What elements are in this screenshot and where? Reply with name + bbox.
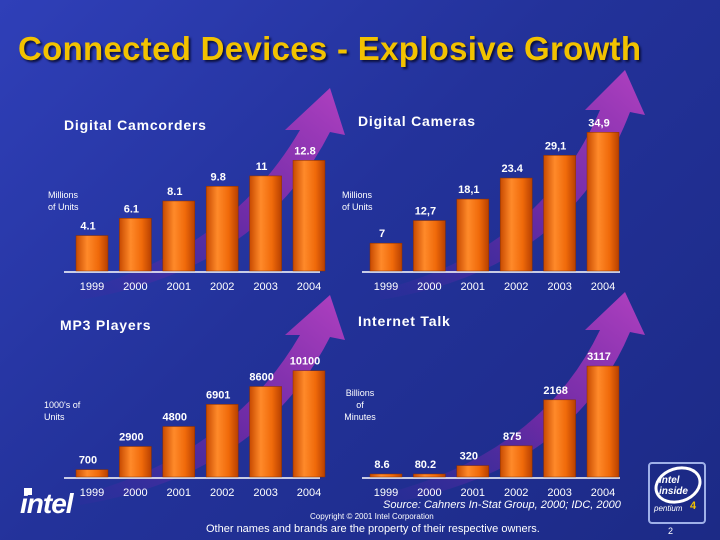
bar bbox=[76, 236, 108, 271]
value-label: 6.1 bbox=[124, 203, 139, 215]
value-label: 12,7 bbox=[415, 206, 436, 218]
bar bbox=[544, 155, 576, 271]
x-tick-label: 2004 bbox=[591, 487, 615, 499]
x-tick-label: 2004 bbox=[591, 281, 615, 293]
x-tick-label: 2001 bbox=[167, 281, 191, 293]
bar bbox=[457, 199, 489, 271]
copyright-note: Copyright © 2001 Intel Corporation bbox=[310, 512, 434, 521]
intel-inside-badge: intel inside pentium 4 bbox=[648, 462, 706, 524]
value-label: 29,1 bbox=[545, 140, 566, 152]
value-label: 3117 bbox=[587, 351, 611, 363]
value-label: 18,1 bbox=[458, 184, 479, 196]
x-tick-label: 2003 bbox=[547, 281, 571, 293]
bar bbox=[370, 243, 402, 271]
bar bbox=[293, 371, 325, 477]
x-tick-label: 2000 bbox=[123, 281, 147, 293]
value-label: 9.8 bbox=[211, 171, 226, 183]
x-tick-label: 1999 bbox=[374, 281, 398, 293]
x-tick-label: 2002 bbox=[504, 281, 528, 293]
bar bbox=[457, 466, 489, 477]
x-tick-label: 2003 bbox=[253, 281, 277, 293]
x-tick-label: 2002 bbox=[210, 487, 234, 499]
value-label: 875 bbox=[503, 431, 521, 443]
bar bbox=[500, 446, 532, 477]
y-axis-label: of Units bbox=[342, 202, 373, 212]
y-axis-label: Billions bbox=[346, 388, 375, 398]
chart-title: Internet Talk bbox=[358, 313, 451, 329]
bar bbox=[163, 201, 195, 271]
value-label: 11 bbox=[256, 161, 268, 173]
bar bbox=[119, 218, 151, 271]
x-tick-label: 2002 bbox=[210, 281, 234, 293]
y-axis-label: of bbox=[356, 400, 364, 410]
x-tick-label: 2001 bbox=[167, 487, 191, 499]
chart-title: Digital Camcorders bbox=[64, 117, 207, 133]
chart-4: Internet Talk Billions of Minutes 8.6 1999 80.… bbox=[344, 292, 645, 505]
x-tick-label: 1999 bbox=[374, 487, 398, 499]
x-tick-label: 2000 bbox=[123, 487, 147, 499]
x-tick-label: 2001 bbox=[461, 487, 485, 499]
page-number: 2 bbox=[668, 526, 673, 536]
y-axis-label: of Units bbox=[48, 202, 79, 212]
value-label: 23.4 bbox=[501, 163, 523, 175]
bar bbox=[76, 470, 108, 477]
value-label: 80.2 bbox=[415, 459, 436, 471]
chart-3: MP3 Players 1000's of Units 700 1999 2900 2000… bbox=[44, 295, 345, 505]
value-label: 320 bbox=[460, 451, 478, 463]
x-tick-label: 2002 bbox=[504, 487, 528, 499]
value-label: 10100 bbox=[290, 356, 321, 368]
bar bbox=[206, 404, 238, 477]
bar bbox=[500, 178, 532, 271]
charts-canvas: Digital CamcordersMillionsof Units4.1199… bbox=[0, 0, 720, 540]
x-tick-label: 2000 bbox=[417, 281, 441, 293]
bar bbox=[206, 186, 238, 271]
value-label: 2900 bbox=[119, 431, 143, 443]
disclaimer-note: Other names and brands are the property … bbox=[206, 523, 540, 535]
intel-logo: intel bbox=[20, 488, 73, 520]
bar bbox=[413, 474, 445, 477]
y-axis-label: Millions bbox=[48, 190, 79, 200]
x-tick-label: 1999 bbox=[80, 487, 104, 499]
x-tick-label: 1999 bbox=[80, 281, 104, 293]
bar bbox=[544, 400, 576, 477]
value-label: 12.8 bbox=[294, 145, 315, 157]
y-axis-label: Minutes bbox=[344, 412, 376, 422]
bar bbox=[293, 160, 325, 271]
bar bbox=[413, 221, 445, 271]
bar bbox=[370, 474, 402, 477]
y-axis-label: Units bbox=[44, 412, 65, 422]
y-axis-label: Millions bbox=[342, 190, 373, 200]
value-label: 4800 bbox=[163, 411, 187, 423]
bar bbox=[163, 426, 195, 477]
value-label: 8.6 bbox=[374, 459, 389, 471]
x-tick-label: 2004 bbox=[297, 487, 321, 499]
chart-title: Digital Cameras bbox=[358, 113, 476, 129]
value-label: 700 bbox=[79, 455, 97, 467]
chart-title: MP3 Players bbox=[60, 317, 151, 333]
x-tick-label: 2003 bbox=[253, 487, 277, 499]
value-label: 4.1 bbox=[80, 221, 95, 233]
value-label: 2168 bbox=[543, 385, 567, 397]
bar bbox=[250, 176, 282, 271]
x-tick-label: 2003 bbox=[547, 487, 571, 499]
y-axis-label: 1000's of bbox=[44, 400, 81, 410]
bar bbox=[119, 446, 151, 477]
value-label: 8.1 bbox=[167, 186, 182, 198]
x-tick-label: 2004 bbox=[297, 281, 321, 293]
value-label: 6901 bbox=[206, 389, 230, 401]
chart-2: Digital Cameras Millions of Units 7 1999 12,7… bbox=[342, 70, 645, 300]
bar bbox=[587, 366, 619, 477]
x-tick-label: 2000 bbox=[417, 487, 441, 499]
bar bbox=[250, 387, 282, 477]
bar bbox=[587, 132, 619, 271]
value-label: 8600 bbox=[249, 372, 273, 384]
x-tick-label: 2001 bbox=[461, 281, 485, 293]
value-label: 34,9 bbox=[588, 117, 609, 129]
source-note: Source: Cahners In-Stat Group, 2000; IDC… bbox=[383, 499, 621, 511]
value-label: 7 bbox=[379, 228, 385, 240]
